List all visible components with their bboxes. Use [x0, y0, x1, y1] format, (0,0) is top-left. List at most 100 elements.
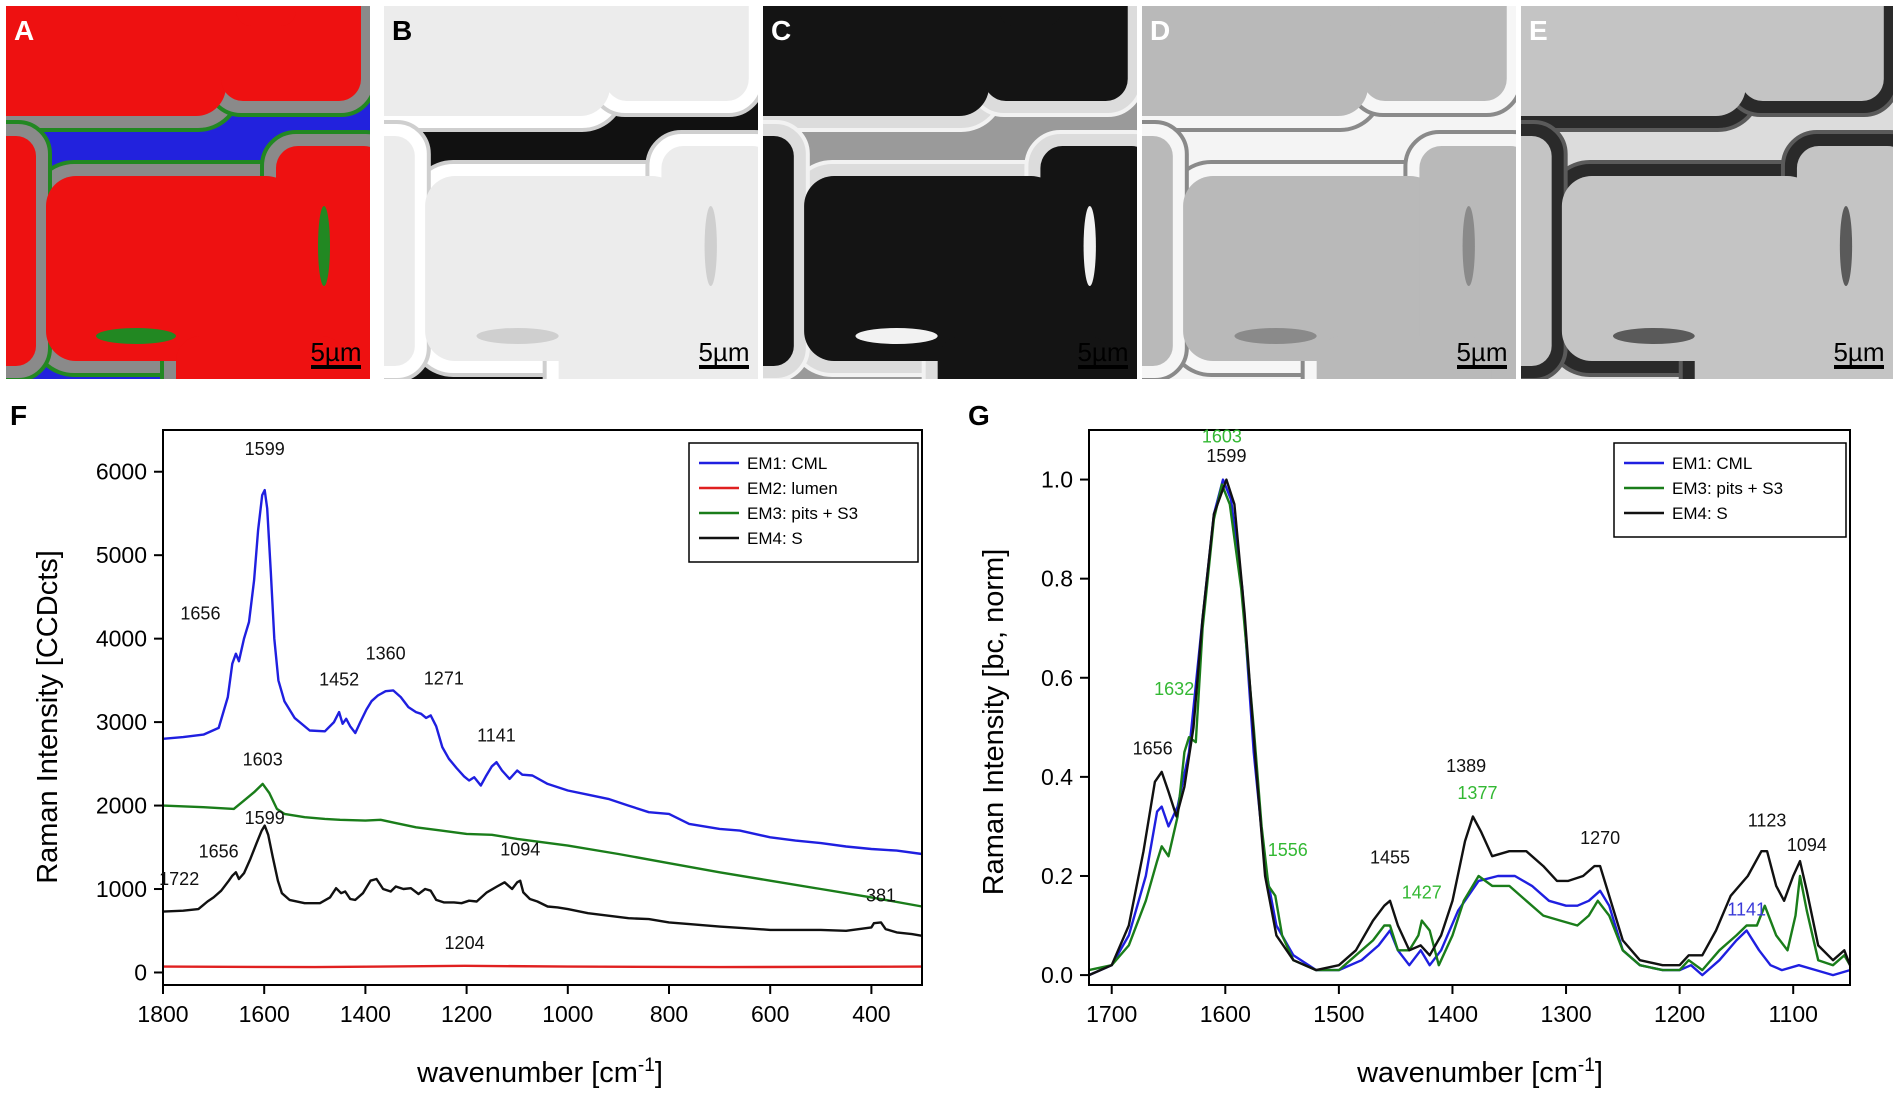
peak-label: 1599 — [245, 439, 285, 459]
peak-label: 1389 — [1446, 756, 1486, 776]
series-line-3 — [162, 782, 923, 908]
pit-feature — [476, 328, 559, 344]
peak-label: 1455 — [1370, 848, 1410, 868]
series-line-2 — [1088, 483, 1852, 972]
cell-lumen — [999, 6, 1061, 26]
legend: EM1: CML EM2: lumen EM3: pits + S3 EM4: S — [688, 442, 919, 563]
x-tick-label: 1600 — [239, 1001, 290, 1027]
pit-feature — [1462, 206, 1475, 286]
y-tick-label: 4000 — [96, 626, 147, 652]
peak-label: 1632 — [1154, 679, 1194, 699]
cell-lumen — [620, 6, 682, 26]
y-tick-label: 0.0 — [1041, 962, 1073, 988]
cell-lumen — [1740, 6, 1884, 101]
panel-f-chart: F 1800 1600 1400 1200 1000 800 600 400010002000… — [10, 400, 923, 1089]
peak-label: 1141 — [1727, 900, 1766, 920]
scale-bar-label: 5µm — [698, 337, 749, 367]
peak-label: 1360 — [366, 644, 406, 664]
panel-g-plot: 1700 1600 1500 1400 1300 1200 1100 0.0 0.2 0.4 0.6… — [1041, 426, 1852, 1027]
legend-label: EM3: pits + S3 — [747, 504, 858, 523]
x-tick-label: 1600 — [1200, 1001, 1251, 1027]
micrograph-e: E 5µm — [1521, 6, 1893, 379]
cell-lumen — [1756, 6, 1818, 26]
peak-label: 1270 — [1580, 828, 1620, 848]
peak-label: 1271 — [424, 669, 464, 689]
x-tick-label: 800 — [650, 1001, 688, 1027]
panel-label-g: G — [968, 400, 990, 431]
peak-label: 1123 — [1748, 810, 1787, 830]
cell-lumen — [1142, 6, 1369, 116]
panel-label-f: F — [10, 400, 27, 431]
peak-label: 1556 — [1268, 840, 1308, 860]
cell-lumen — [763, 136, 794, 366]
cell-lumen — [221, 6, 361, 101]
cell-lumen — [1378, 6, 1440, 26]
micrograph-row: A 5µm B 5µm C 5µm D 5µm E 5µm — [6, 6, 1893, 379]
y-tick-label: 0.6 — [1041, 665, 1073, 691]
cell-lumen — [1316, 336, 1492, 379]
micrograph-a: A 5µm — [6, 6, 370, 379]
pit-feature — [704, 206, 717, 286]
micrograph-label: A — [14, 15, 34, 46]
pit-feature — [1083, 206, 1096, 286]
legend-box — [1613, 442, 1847, 538]
panel-g-xlabel: wavenumber [cm-1] — [1356, 1055, 1603, 1089]
panel-f-plot: 1800 1600 1400 1200 1000 800 600 40001000200030… — [96, 429, 923, 1027]
legend-label: EM3: pits + S3 — [1672, 479, 1783, 498]
x-tick-label: 1500 — [1313, 1001, 1364, 1027]
cell-lumen — [937, 336, 1113, 379]
micrograph-label: C — [771, 15, 791, 46]
peak-label: 1603 — [243, 750, 283, 770]
cell-lumen — [236, 6, 296, 26]
series-line-3 — [1088, 478, 1852, 977]
peak-label: 1094 — [500, 840, 540, 860]
legend: EM1: CML EM3: pits + S3 EM4: S — [1613, 442, 1847, 538]
x-tick-label: 1100 — [1768, 1001, 1817, 1027]
y-tick-label: 1.0 — [1041, 467, 1073, 493]
peak-label: 1141 — [477, 725, 516, 745]
cell-lumen — [604, 6, 749, 101]
series-line-2 — [162, 964, 923, 969]
peak-label: 1427 — [1402, 882, 1442, 902]
panel-g-ylabel: Raman Intensity [bc, norm] — [978, 549, 1010, 896]
y-tick-label: 0.2 — [1041, 863, 1073, 889]
micrograph-c: C 5µm — [763, 6, 1137, 379]
cell-lumen — [1521, 6, 1746, 116]
micrograph-d: D 5µm — [1142, 6, 1516, 379]
x-tick-label: 1200 — [1654, 1001, 1705, 1027]
cell-lumen — [6, 6, 226, 116]
cell-lumen — [1561, 176, 1818, 361]
pit-feature — [1612, 328, 1695, 344]
micrograph-label: D — [1150, 15, 1170, 46]
x-tick-label: 600 — [751, 1001, 789, 1027]
y-tick-label: 0 — [134, 959, 147, 985]
scale-bar-label: 5µm — [1456, 337, 1507, 367]
series-line-4 — [162, 824, 923, 937]
x-tick-label: 1400 — [1427, 1001, 1478, 1027]
cell-lumen — [425, 176, 682, 361]
legend-label: EM1: CML — [747, 454, 827, 473]
cell-lumen — [558, 336, 734, 379]
peak-label: 1603 — [1202, 426, 1242, 446]
y-tick-label: 1000 — [96, 876, 147, 902]
legend-label: EM4: S — [1672, 504, 1728, 523]
peak-label: 381 — [866, 886, 896, 906]
y-tick-label: 3000 — [96, 709, 147, 735]
cell-lumen — [384, 6, 611, 116]
cell-lumen — [804, 176, 1061, 361]
cell-lumen — [1521, 136, 1552, 366]
plot-frame — [1088, 429, 1851, 986]
cell-lumen — [763, 6, 990, 116]
x-tick-label: 1800 — [137, 1001, 188, 1027]
x-tick-label: 1200 — [441, 1001, 492, 1027]
x-tick-label: 400 — [852, 1001, 890, 1027]
cell-lumen — [1142, 136, 1173, 366]
peak-label: 1722 — [159, 869, 199, 889]
peak-label: 1599 — [245, 808, 285, 828]
peak-label: 1656 — [180, 603, 220, 623]
x-tick-label: 1400 — [340, 1001, 391, 1027]
legend-label: EM4: S — [747, 529, 803, 548]
y-tick-label: 2000 — [96, 793, 147, 819]
y-tick-label: 6000 — [96, 459, 147, 485]
